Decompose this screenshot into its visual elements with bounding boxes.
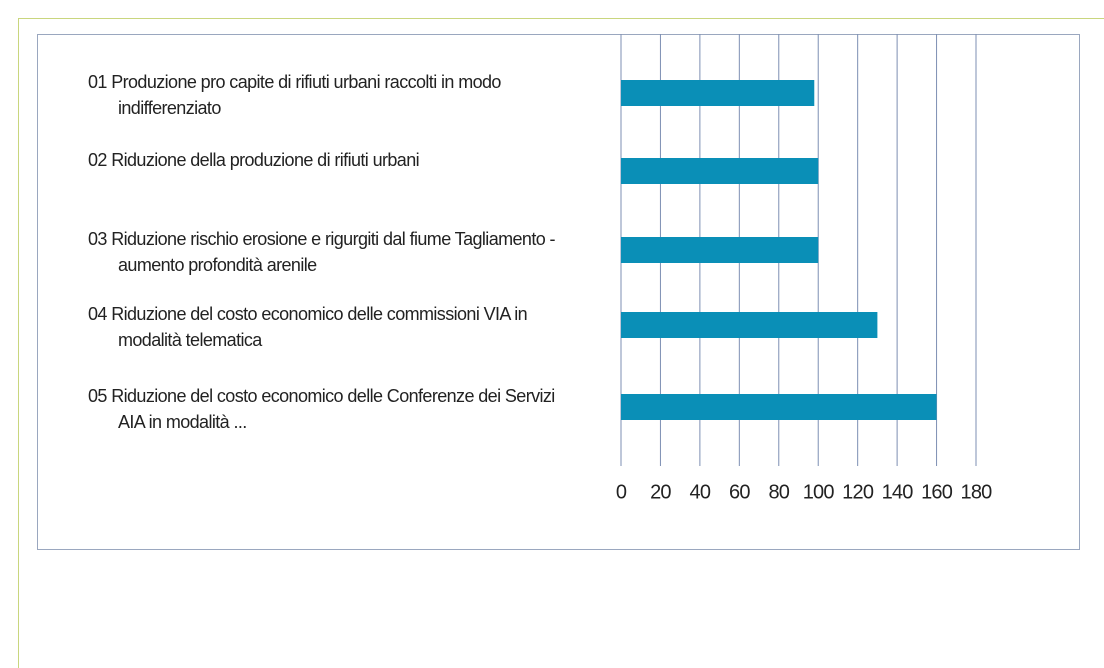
outer-frame [18,18,1104,668]
x-tick-label: 120 [842,481,874,503]
x-tick-label: 140 [882,481,914,503]
x-tick-label: 20 [650,481,671,503]
x-tick-label: 60 [729,481,750,503]
bar [621,312,878,338]
x-tick-label: 180 [961,481,993,503]
bar [621,80,815,106]
x-tick-label: 80 [768,481,789,503]
bar [621,158,819,184]
chart-frame [37,34,1080,550]
category-label: 01 Produzione pro capite di rifiuti urba… [88,72,501,118]
category-label: 03 Riduzione rischio erosione e rigurgit… [88,229,556,275]
x-tick-label: 160 [921,481,953,503]
category-label: 02 Riduzione della produzione di rifiuti… [88,150,420,170]
x-tick-label: 40 [690,481,711,503]
x-tick-label: 100 [803,481,835,503]
category-label: 04 Riduzione del costo economico delle c… [88,304,528,350]
category-label: 05 Riduzione del costo economico delle C… [88,386,555,432]
bar [621,237,819,263]
x-tick-label: 0 [616,481,627,503]
bar [621,394,937,420]
